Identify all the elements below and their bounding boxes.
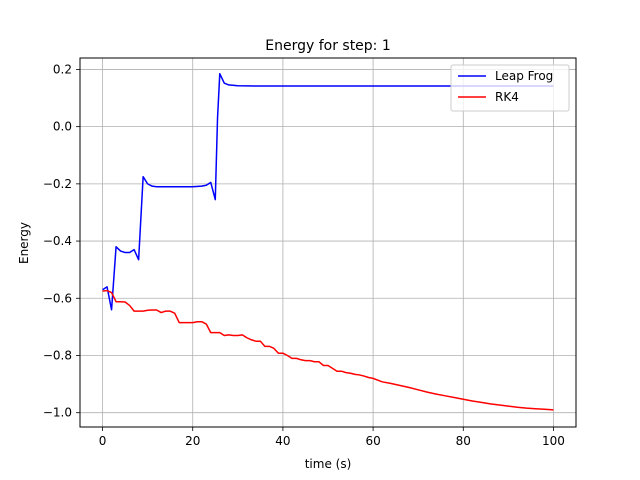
x-tick-label: 80 xyxy=(456,434,471,448)
x-axis-label: time (s) xyxy=(305,457,352,471)
y-tick-label: −0.4 xyxy=(43,234,72,248)
series-lines xyxy=(102,72,554,411)
y-tick-label: −0.2 xyxy=(43,177,72,191)
y-tick-label: −0.6 xyxy=(43,291,72,305)
grid xyxy=(80,58,576,427)
x-tick-label: 100 xyxy=(542,434,565,448)
series-line-rk4 xyxy=(102,289,554,411)
y-tick-label: −1.0 xyxy=(43,406,72,420)
plot-area-frame xyxy=(79,57,577,428)
x-tick-label: 0 xyxy=(99,434,107,448)
y-tick-label: 0.2 xyxy=(53,62,72,76)
y-axis-label: Energy xyxy=(17,222,31,264)
y-tick-label: −0.8 xyxy=(43,348,72,362)
x-tick-label: 40 xyxy=(275,434,290,448)
chart-title: Energy for step: 1 xyxy=(265,38,391,54)
legend-label-leap-frog: Leap Frog xyxy=(495,69,553,83)
x-tick-label: 60 xyxy=(365,434,380,448)
x-tick-label: 20 xyxy=(185,434,200,448)
axis-ticks: 0 20 40 60 80 100 −1.0 −0.8 −0.6 −0.4 −0.2 0.0 0.2 xyxy=(43,62,565,448)
y-tick-label: 0.0 xyxy=(53,120,72,134)
series-line-leap-frog xyxy=(102,72,554,311)
legend-label-rk4: RK4 xyxy=(495,90,519,104)
legend: Leap Frog RK4 xyxy=(450,64,570,112)
